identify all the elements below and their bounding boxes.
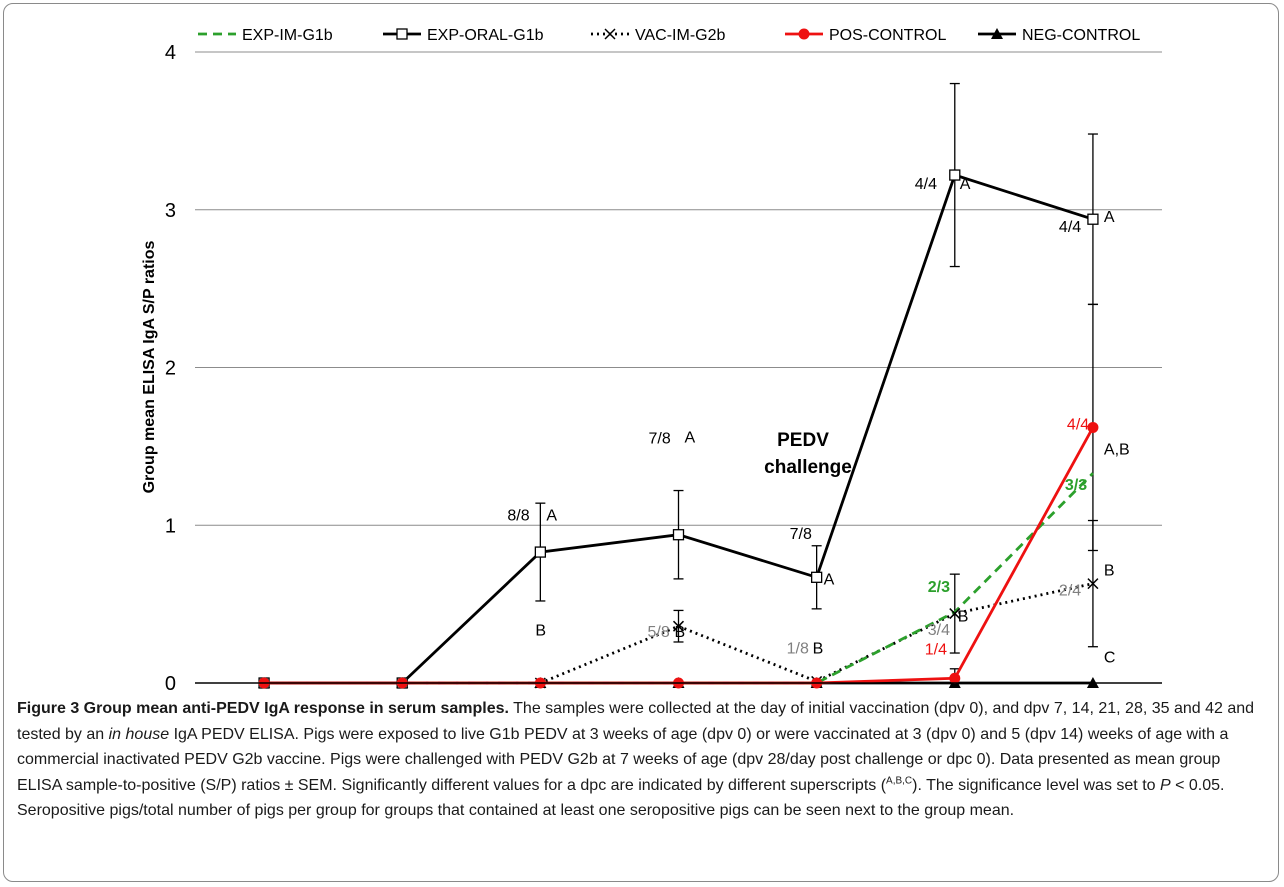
data-label: 5/8: [648, 624, 670, 641]
legend-label: EXP-IM-G1b: [242, 27, 333, 44]
legend-label: NEG-CONTROL: [1022, 27, 1140, 44]
data-point: [535, 547, 545, 557]
data-label: B: [675, 624, 686, 641]
legend-marker: [397, 29, 407, 39]
legend-label: VAC-IM-G2b: [635, 27, 725, 44]
data-label: B: [1104, 563, 1115, 580]
data-label: 1/8: [787, 640, 809, 657]
series-line: [264, 175, 1093, 683]
caption-text-3: ). The significance level was set to: [912, 777, 1160, 794]
y-tick-label: 1: [165, 515, 176, 537]
data-label: 3/4: [928, 622, 950, 639]
data-label: 3/3: [1065, 477, 1087, 494]
data-label: 2/4: [1059, 583, 1081, 600]
data-label: B: [813, 640, 824, 657]
figure-caption: Figure 3 Group mean anti-PEDV IgA respon…: [17, 696, 1267, 824]
y-tick-label: 3: [165, 200, 176, 222]
data-point: [812, 572, 822, 582]
data-label: 4/4: [915, 176, 937, 193]
legend-marker: [799, 29, 810, 40]
data-point: [950, 170, 960, 180]
y-axis-label: Group mean ELISA IgA S/P ratios: [141, 241, 158, 494]
data-label: A: [960, 176, 971, 193]
legend-label: POS-CONTROL: [829, 27, 946, 44]
data-label: B: [958, 609, 969, 626]
caption-title: Figure 3 Group mean anti-PEDV IgA respon…: [17, 700, 509, 717]
data-label: 2/3: [928, 579, 950, 596]
y-tick-label: 0: [165, 673, 176, 690]
data-label: A: [824, 571, 835, 588]
data-label: A: [546, 507, 557, 524]
data-point: [949, 673, 960, 684]
data-point: [1088, 214, 1098, 224]
caption-p-symbol: P: [1160, 777, 1171, 794]
data-label: 8/8: [507, 507, 529, 524]
data-label: A: [685, 430, 696, 447]
data-label: A: [1104, 209, 1115, 226]
y-tick-label: 4: [165, 42, 176, 64]
data-label: 4/4: [1059, 219, 1081, 236]
data-label: 7/8: [790, 526, 812, 543]
caption-in-house: in house: [109, 726, 170, 743]
challenge-label: challenge: [764, 457, 852, 478]
data-label: 1/4: [925, 641, 947, 658]
data-point: [674, 530, 684, 540]
caption-superscripts: A,B,C: [886, 775, 912, 786]
data-label: 7/8: [649, 431, 671, 448]
data-label: C: [1104, 649, 1116, 666]
data-label: A,B: [1104, 441, 1130, 458]
y-tick-label: 2: [165, 358, 176, 380]
data-label: 4/4: [1067, 416, 1089, 433]
challenge-label: PEDV: [777, 430, 829, 451]
legend-label: EXP-ORAL-G1b: [427, 27, 544, 44]
data-label: B: [535, 623, 546, 640]
